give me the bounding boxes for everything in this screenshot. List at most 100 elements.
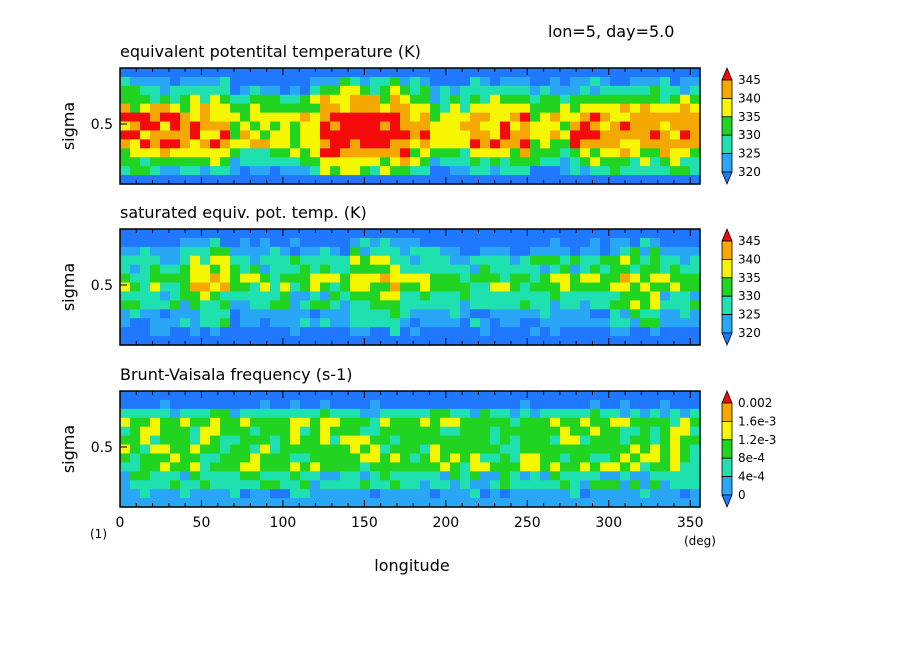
field-cell [230,471,241,481]
field-cell [490,76,501,87]
field-cell [220,498,231,508]
field-cell [350,229,361,239]
field-cell [170,246,181,257]
field-cell [270,417,281,428]
field-cell [460,462,471,472]
field-cell [210,148,221,158]
field-cell [270,291,281,301]
field-cell [240,480,251,490]
field-cell [630,148,641,158]
field-cell [410,229,421,239]
field-cell [170,175,181,185]
field-cell [510,76,521,87]
field-cell [390,68,401,78]
field-cell [690,408,701,419]
field-cell [490,489,501,499]
field-cell [200,94,211,105]
field-cell [290,121,301,132]
field-cell [240,399,251,410]
field-cell [430,157,441,167]
field-cell [220,112,231,123]
field-cell [660,94,671,105]
field-cell [600,255,611,266]
field-cell [400,480,411,490]
field-cell [250,264,261,275]
field-cell [270,480,281,490]
field-cell [260,291,271,301]
field-cell [640,336,651,346]
field-cell [450,85,461,96]
field-cell [680,130,691,140]
field-cell [180,130,191,140]
field-cell [250,408,261,419]
legend-level-label: 1.2e-3 [738,433,776,447]
field-cell [420,94,431,105]
field-cell [460,273,471,284]
field-cell [140,76,151,87]
field-cell [360,318,371,328]
field-cell [380,255,391,266]
field-cell [200,246,211,257]
field-cell [470,471,481,481]
field-cell [650,498,661,508]
field-cell [560,175,571,185]
field-cell [640,453,651,463]
field-cell [310,148,321,158]
field-cell [600,399,611,410]
field-cell [530,94,541,105]
field-cell [230,175,241,185]
field-cell [630,480,641,490]
field-cell [460,94,471,105]
field-cell [390,76,401,87]
legend-level-label: 330 [738,289,761,303]
field-cell [430,85,441,96]
field-cell [550,103,561,114]
field-cell [140,318,151,328]
field-cell [480,103,491,114]
field-cell [140,255,151,266]
field-cell [650,426,661,437]
field-cell [200,489,211,499]
field-cell [500,435,511,446]
field-cell [170,300,181,310]
field-cell [550,76,561,87]
field-cell [350,318,361,328]
field-cell [160,471,171,481]
field-cell [440,336,451,346]
field-cell [270,453,281,463]
field-cell [630,282,641,293]
field-cell [530,273,541,284]
field-cell [540,336,551,346]
field-cell [560,489,571,499]
field-cell [210,471,221,481]
legend-level-label: 335 [738,271,761,285]
field-cell [610,246,621,257]
field-cell [290,318,301,328]
field-cell [290,229,301,239]
field-cell [350,85,361,96]
field-cell [290,498,301,508]
field-cell [240,273,251,284]
field-cell [510,157,521,167]
field-cell [640,130,651,140]
field-cell [630,391,641,401]
field-cell [170,255,181,266]
field-cell [180,336,191,346]
field-cell [320,399,331,410]
field-cell [160,408,171,419]
field-cell [480,336,491,346]
field-cell [330,498,341,508]
field-cell [280,166,291,176]
field-cell [380,489,391,499]
field-cell [690,399,701,410]
field-cell [660,246,671,257]
field-cell [460,246,471,257]
field-cell [150,291,161,301]
field-cell [130,462,141,472]
field-cell [410,300,421,310]
field-cell [520,435,531,446]
field-cell [610,399,621,410]
field-cell [410,246,421,257]
field-cell [620,246,631,257]
field-cell [290,444,301,455]
